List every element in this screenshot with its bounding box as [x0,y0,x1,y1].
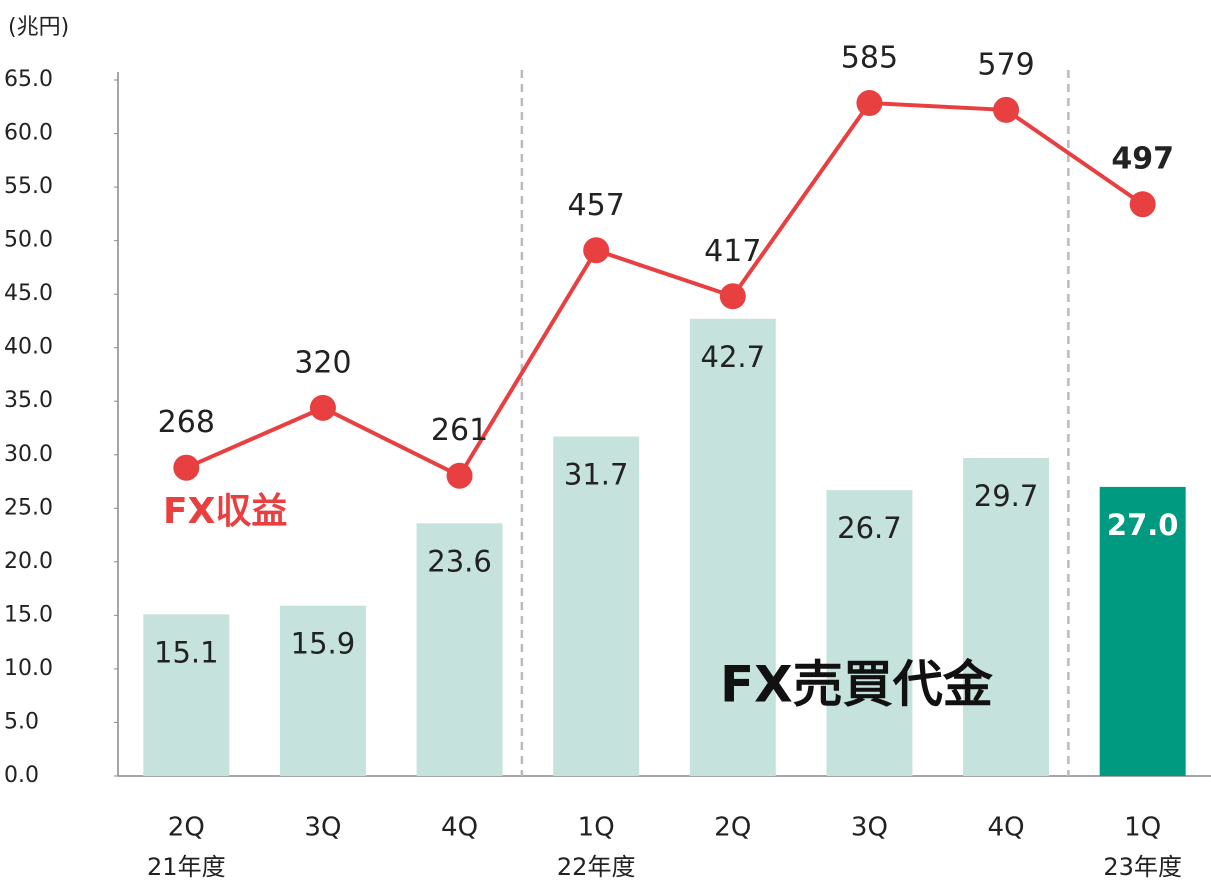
line-value-label: 579 [977,47,1034,82]
y-tick-label: 35.0 [4,388,53,413]
line-value-label: 261 [431,413,488,448]
x-tick-label: 3Q [851,813,888,843]
series-annotation: FX売買代金 [720,656,994,714]
bar-value-label: 29.7 [974,479,1039,513]
line-value-label: 268 [158,405,215,440]
group-label: 23年度 [1103,853,1182,881]
bar-value-label: 42.7 [701,340,766,374]
line-value-label: 320 [294,345,351,380]
line-value-label: 497 [1111,142,1174,177]
x-tick-label: 4Q [441,813,478,843]
line-point [993,96,1020,123]
y-tick-label: 45.0 [4,281,53,306]
line-value-label: 457 [568,188,625,223]
bar-value-label: 15.1 [154,635,219,669]
y-tick-label: 55.0 [4,174,53,199]
bar-value-label: 26.7 [837,511,902,545]
bar [553,436,640,776]
x-tick-label: 4Q [988,813,1025,843]
y-tick-label: 40.0 [4,335,53,360]
bar-value-label: 23.6 [427,544,492,578]
bar [279,605,366,776]
line-point [583,237,610,264]
line-value-label: 585 [841,41,898,76]
y-tick-label: 65.0 [4,67,53,92]
y-tick-label: 0.0 [4,763,39,788]
line-value-label: 417 [704,234,761,269]
series-annotation: FX収益 [163,491,287,532]
line-point [173,454,200,481]
bar [1099,486,1186,776]
x-tick-label: 1Q [578,813,615,843]
bar [689,318,776,776]
bar [416,523,503,776]
y-tick-label: 50.0 [4,228,53,253]
group-label: 21年度 [147,853,226,881]
group-label: 22年度 [557,853,636,881]
line [185,100,1144,479]
bar [826,490,913,776]
bar [143,614,230,776]
y-tick-label: 5.0 [4,709,39,734]
line-point [1129,191,1156,218]
line-point [446,462,473,489]
y-tick-label: 25.0 [4,495,53,520]
bar-value-label: 15.9 [291,627,356,661]
x-tick-label: 2Q [168,813,205,843]
bar-value-label: 31.7 [564,458,629,492]
y-tick-label: 20.0 [4,549,53,574]
x-tick-label: 2Q [714,813,751,843]
y-tick-label: 30.0 [4,442,53,467]
unit-label: (兆円) [8,15,69,40]
y-tick-label: 15.0 [4,602,53,627]
y-tick-label: 10.0 [4,656,53,681]
x-tick-label: 1Q [1124,813,1161,843]
bar [963,457,1050,776]
line-point [719,283,746,310]
y-tick-label: 60.0 [4,121,53,146]
bar-value-label: 27.0 [1107,508,1179,542]
line-point [856,90,883,117]
x-tick-label: 3Q [304,813,341,843]
line-point [309,394,336,421]
